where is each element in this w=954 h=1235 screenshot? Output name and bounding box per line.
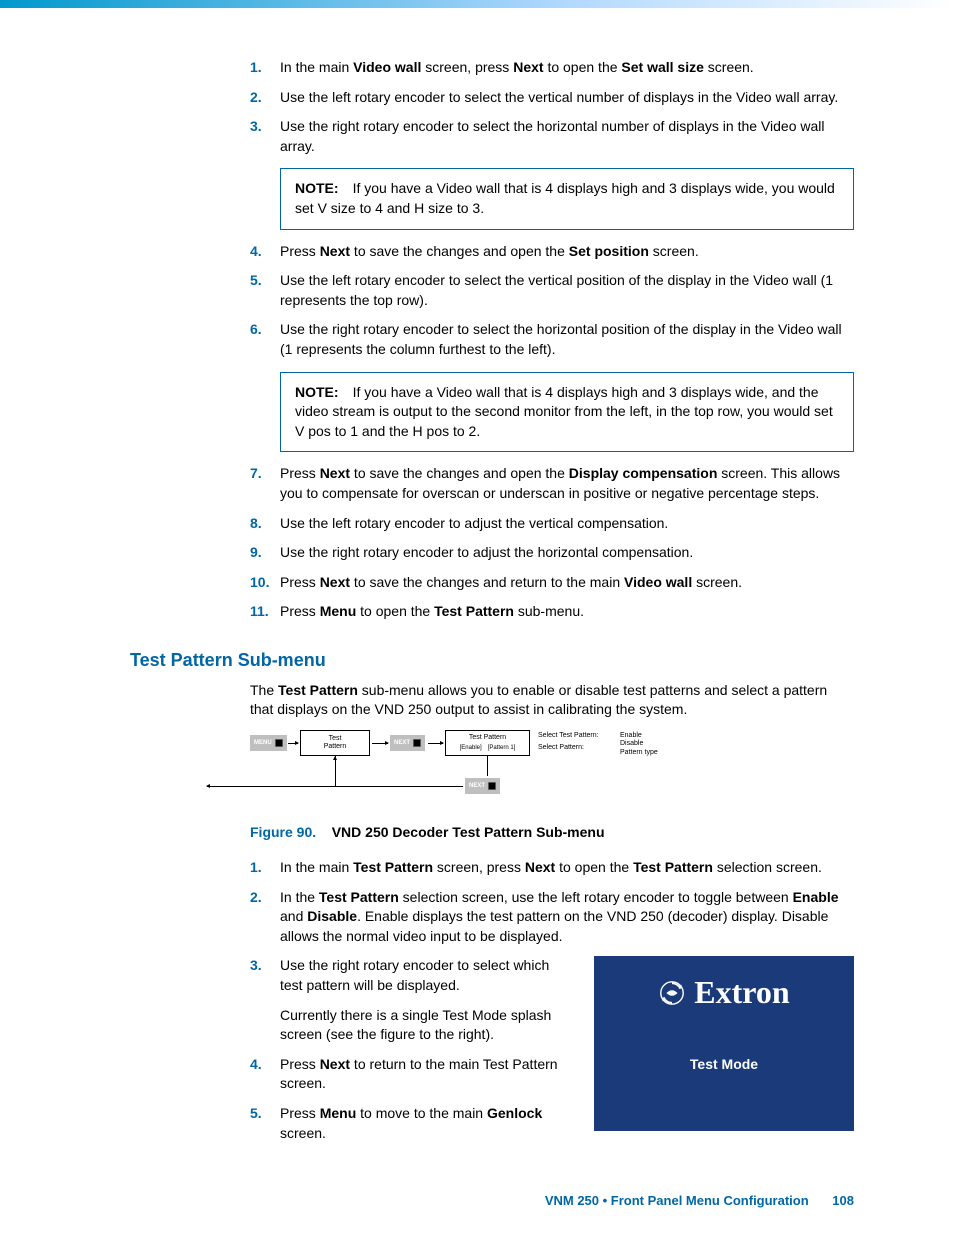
flow-arrow bbox=[207, 786, 335, 787]
flow-arrowhead bbox=[333, 756, 337, 760]
flow-line bbox=[487, 756, 488, 776]
header-gradient-bar bbox=[0, 0, 954, 8]
list-item: 3. Use the right rotary encoder to selec… bbox=[250, 117, 854, 156]
test-mode-splash: Extron Test Mode bbox=[594, 956, 854, 1131]
button-dot-icon bbox=[275, 739, 283, 747]
list-item: 6. Use the right rotary encoder to selec… bbox=[250, 320, 854, 359]
list-item: 4. Press Next to save the changes and op… bbox=[250, 242, 854, 262]
next-button-icon: NEXT bbox=[465, 778, 500, 794]
list-item: 2. In the Test Pattern selection screen,… bbox=[250, 888, 854, 947]
flowchart-diagram: MENU Test Pattern NEXT Test Pattern [Ena… bbox=[250, 730, 854, 810]
flow-line bbox=[335, 756, 336, 786]
flow-box-test-pattern: Test Pattern bbox=[300, 730, 370, 756]
page-content: 1. In the main Video wall screen, press … bbox=[0, 58, 954, 1153]
list-item: 5. Use the left rotary encoder to select… bbox=[250, 271, 854, 310]
ordered-list-top: 1. In the main Video wall screen, press … bbox=[250, 58, 854, 622]
flow-arrow bbox=[428, 743, 443, 744]
list-item: 3. Use the right rotary encoder to selec… bbox=[250, 956, 574, 995]
footer-title: VNM 250 • Front Panel Menu Configuration bbox=[545, 1193, 809, 1208]
extron-logo-icon bbox=[658, 979, 686, 1007]
flow-arrow bbox=[372, 743, 388, 744]
page-footer: VNM 250 • Front Panel Menu Configuration… bbox=[0, 1193, 954, 1208]
section-heading: Test Pattern Sub-menu bbox=[130, 650, 854, 671]
list-item: 5. Press Menu to move to the main Genloc… bbox=[250, 1104, 574, 1143]
note-text: If you have a Video wall that is 4 displ… bbox=[295, 384, 833, 439]
list-number: 2. bbox=[250, 88, 262, 108]
intro-paragraph: The Test Pattern sub-menu allows you to … bbox=[250, 681, 854, 720]
flow-arrow bbox=[288, 743, 298, 744]
list-item: 10. Press Next to save the changes and r… bbox=[250, 573, 854, 593]
flow-line bbox=[335, 786, 463, 787]
note-label: NOTE: bbox=[295, 384, 339, 400]
list-item: 1. In the main Test Pattern screen, pres… bbox=[250, 858, 854, 878]
flow-values: Enable Disable Pattern type bbox=[620, 732, 658, 757]
list-item: 9. Use the right rotary encoder to adjus… bbox=[250, 543, 854, 563]
note-text: If you have a Video wall that is 4 displ… bbox=[295, 180, 835, 216]
list-number: 3. bbox=[250, 117, 262, 137]
note-label: NOTE: bbox=[295, 180, 339, 196]
list-item: 4. Press Next to return to the main Test… bbox=[250, 1055, 574, 1094]
note-box: NOTE:If you have a Video wall that is 4 … bbox=[280, 168, 854, 229]
page-number: 108 bbox=[832, 1193, 854, 1208]
list-number: 1. bbox=[250, 58, 262, 78]
list-item: 1. In the main Video wall screen, press … bbox=[250, 58, 854, 78]
flow-box-test-pattern-select: Test Pattern [Enable] [Pattern 1] bbox=[445, 730, 530, 756]
figure-caption: Figure 90. VND 250 Decoder Test Pattern … bbox=[250, 824, 854, 840]
list-item: 2. Use the left rotary encoder to select… bbox=[250, 88, 854, 108]
extron-brand-text: Extron bbox=[694, 974, 789, 1011]
button-dot-icon bbox=[413, 739, 421, 747]
next-button-icon: NEXT bbox=[390, 735, 425, 751]
list-item: 7. Press Next to save the changes and op… bbox=[250, 464, 854, 503]
list-item: 11. Press Menu to open the Test Pattern … bbox=[250, 602, 854, 622]
button-dot-icon bbox=[488, 782, 496, 790]
list-item: 8. Use the left rotary encoder to adjust… bbox=[250, 514, 854, 534]
note-box: NOTE:If you have a Video wall that is 4 … bbox=[280, 372, 854, 453]
paragraph: Currently there is a single Test Mode sp… bbox=[280, 1006, 574, 1045]
menu-button-icon: MENU bbox=[250, 735, 287, 751]
ordered-list-bottom: 1. In the main Test Pattern screen, pres… bbox=[250, 858, 854, 1153]
flow-label: Select Test Pattern: Select Pattern: bbox=[538, 732, 599, 753]
extron-logo: Extron bbox=[658, 974, 789, 1011]
splash-mode-label: Test Mode bbox=[690, 1056, 758, 1072]
